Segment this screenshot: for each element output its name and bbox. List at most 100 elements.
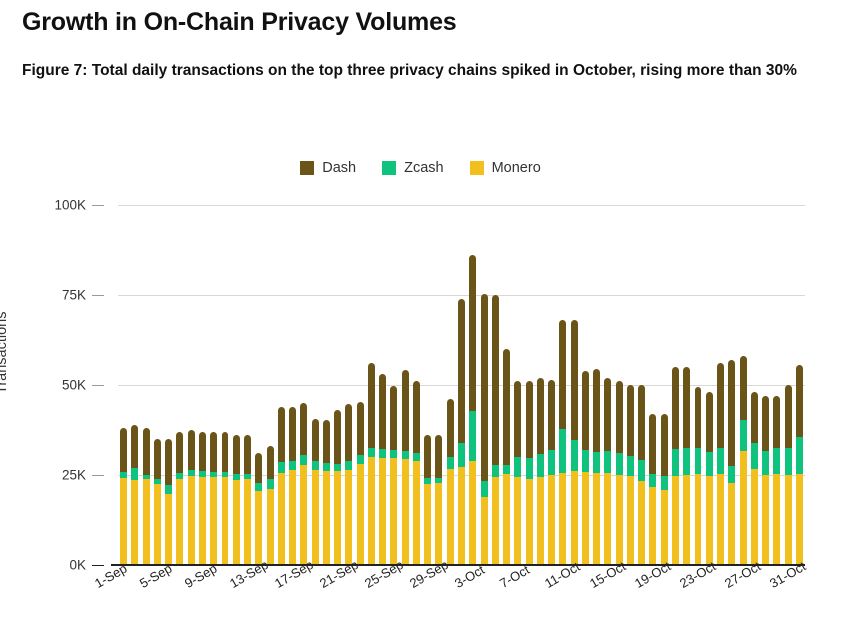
bar-segment-monero	[390, 458, 398, 565]
bar-2-oct[interactable]	[469, 255, 477, 565]
bar-14-sep[interactable]	[266, 446, 274, 565]
bar-24-oct[interactable]	[717, 363, 724, 565]
bar-1-oct[interactable]	[458, 298, 465, 565]
bar-28-oct[interactable]	[762, 395, 770, 565]
bar-20-sep[interactable]	[334, 410, 342, 565]
bar-segment-monero	[153, 484, 161, 565]
bar-segment-zcash	[705, 451, 713, 477]
bar-segment-dash	[604, 377, 612, 452]
bar-25-oct[interactable]	[728, 359, 736, 565]
bar-27-oct[interactable]	[750, 392, 758, 565]
bar-2-sep[interactable]	[131, 424, 139, 565]
bar-6-sep[interactable]	[176, 431, 184, 565]
bar-13-oct[interactable]	[593, 368, 601, 565]
bar-segment-dash	[277, 406, 285, 463]
bar-segment-monero	[739, 451, 747, 565]
bar-18-sep[interactable]	[311, 418, 319, 565]
legend-item-monero[interactable]: Monero	[469, 160, 541, 176]
bar-11-oct[interactable]	[570, 320, 578, 565]
bar-segment-monero	[187, 475, 195, 565]
bar-segment-monero	[728, 482, 736, 565]
bar-21-sep[interactable]	[345, 403, 353, 565]
bar-6-oct[interactable]	[514, 381, 522, 565]
bar-segment-monero	[435, 482, 443, 565]
bar-segment-monero	[717, 473, 724, 565]
bar-segment-zcash	[784, 447, 792, 475]
bar-22-sep[interactable]	[356, 402, 364, 565]
bar-4-sep[interactable]	[153, 439, 161, 565]
bar-segment-dash	[683, 367, 691, 449]
bar-segment-zcash	[604, 451, 612, 473]
bar-5-sep[interactable]	[165, 439, 173, 565]
bar-8-oct[interactable]	[536, 377, 544, 565]
bar-15-sep[interactable]	[277, 406, 285, 565]
bar-segment-dash	[244, 435, 251, 474]
bar-20-oct[interactable]	[671, 367, 679, 565]
bar-segment-monero	[424, 483, 432, 565]
bar-8-sep[interactable]	[198, 431, 206, 565]
bar-segment-dash	[446, 399, 454, 458]
bar-7-oct[interactable]	[525, 381, 533, 565]
bar-segment-dash	[784, 385, 792, 448]
bar-22-oct[interactable]	[694, 387, 702, 565]
bar-segment-zcash	[289, 460, 297, 470]
bar-4-oct[interactable]	[491, 295, 499, 565]
legend-item-zcash[interactable]: Zcash	[382, 160, 444, 176]
bar-9-sep[interactable]	[210, 431, 218, 565]
bar-21-oct[interactable]	[683, 367, 691, 565]
bar-1-sep[interactable]	[120, 428, 128, 565]
bar-3-oct[interactable]	[480, 293, 488, 565]
bar-10-oct[interactable]	[559, 320, 567, 565]
bar-7-sep[interactable]	[187, 429, 195, 565]
bar-9-oct[interactable]	[548, 380, 556, 565]
bar-26-sep[interactable]	[401, 370, 409, 565]
bar-segment-monero	[514, 476, 522, 565]
bar-segment-zcash	[221, 471, 229, 478]
bar-segment-dash	[322, 419, 330, 463]
bar-5-oct[interactable]	[503, 349, 511, 565]
bar-segment-dash	[536, 377, 544, 454]
bar-15-oct[interactable]	[615, 381, 623, 565]
bar-11-sep[interactable]	[232, 435, 240, 565]
bar-segment-dash	[739, 356, 747, 421]
bar-29-oct[interactable]	[773, 395, 781, 565]
bar-24-sep[interactable]	[379, 374, 387, 565]
bar-12-sep[interactable]	[244, 435, 251, 565]
bar-31-oct[interactable]	[795, 364, 803, 565]
legend-item-dash[interactable]: Dash	[300, 160, 356, 176]
bar-10-sep[interactable]	[221, 431, 229, 565]
bar-segment-zcash	[762, 450, 770, 476]
x-tick-label: 27-Oct	[722, 558, 764, 591]
bar-16-oct[interactable]	[626, 385, 634, 565]
bar-segment-monero	[120, 477, 128, 565]
bar-25-sep[interactable]	[390, 385, 398, 565]
bar-26-oct[interactable]	[739, 356, 747, 565]
bar-19-oct[interactable]	[660, 413, 668, 565]
bar-14-oct[interactable]	[604, 377, 612, 565]
bar-17-sep[interactable]	[300, 403, 308, 565]
bar-segment-monero	[266, 488, 274, 565]
bar-30-sep[interactable]	[446, 399, 454, 565]
bar-segment-monero	[367, 457, 375, 565]
bar-16-sep[interactable]	[289, 406, 297, 565]
bar-segment-dash	[514, 381, 522, 458]
bar-segment-zcash	[390, 449, 398, 459]
bar-13-sep[interactable]	[255, 453, 263, 565]
bar-segment-monero	[660, 490, 668, 565]
bar-segment-dash	[694, 387, 702, 448]
bar-segment-dash	[581, 370, 589, 450]
x-tick-label: 31-Oct	[767, 558, 809, 591]
bar-30-oct[interactable]	[784, 385, 792, 565]
bar-23-sep[interactable]	[367, 363, 375, 565]
bar-17-oct[interactable]	[638, 385, 646, 565]
bar-23-oct[interactable]	[705, 392, 713, 565]
bar-segment-monero	[593, 473, 601, 565]
bar-28-sep[interactable]	[424, 435, 432, 565]
bar-29-sep[interactable]	[435, 435, 443, 565]
bar-3-sep[interactable]	[142, 428, 150, 565]
bar-27-sep[interactable]	[412, 381, 420, 565]
bar-18-oct[interactable]	[649, 413, 657, 565]
bar-19-sep[interactable]	[322, 419, 330, 565]
bar-12-oct[interactable]	[581, 370, 589, 565]
bar-segment-zcash	[446, 457, 454, 470]
